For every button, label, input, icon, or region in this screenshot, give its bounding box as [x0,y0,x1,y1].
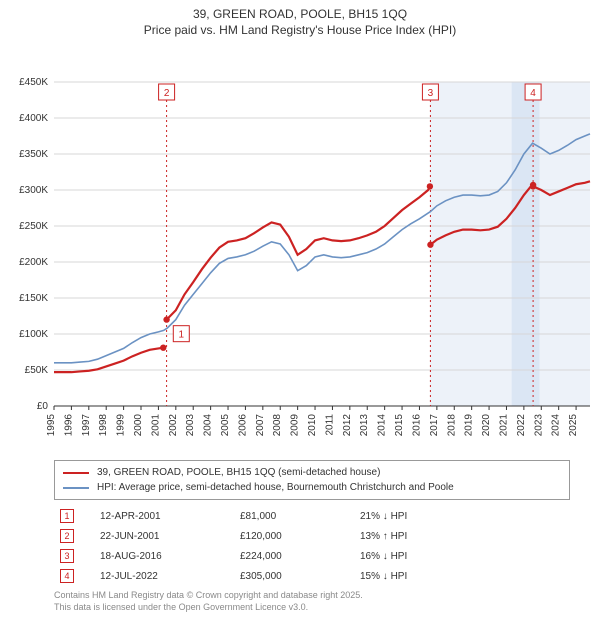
event-date: 12-APR-2001 [94,506,234,526]
svg-text:2018: 2018 [446,414,457,437]
event-pct: 16% ↓ HPI [354,546,570,566]
legend-item-price: 39, GREEN ROAD, POOLE, BH15 1QQ (semi-de… [63,465,561,480]
event-row: 4 12-JUL-2022£305,00015% ↓ HPI [54,566,570,586]
event-marker: 1 [60,509,74,523]
event-price: £81,000 [234,506,354,526]
svg-text:2016: 2016 [411,414,422,437]
svg-text:2013: 2013 [359,414,370,437]
svg-text:2023: 2023 [533,414,544,437]
event-price: £305,000 [234,566,354,586]
svg-text:£50K: £50K [25,365,49,376]
event-date: 22-JUN-2001 [94,526,234,546]
legend-label-price: 39, GREEN ROAD, POOLE, BH15 1QQ (semi-de… [97,465,380,480]
svg-text:£200K: £200K [19,257,48,268]
event-price: £120,000 [234,526,354,546]
svg-text:3: 3 [428,88,434,99]
legend-item-hpi: HPI: Average price, semi-detached house,… [63,480,561,495]
event-date: 18-AUG-2016 [94,546,234,566]
svg-text:2019: 2019 [464,414,475,437]
price-chart-svg: £0 £50K £100K £150K £200K £250K £300K £350K £400… [0,38,600,456]
svg-text:2011: 2011 [324,414,335,436]
svg-text:2025: 2025 [568,414,579,437]
svg-text:2001: 2001 [150,414,161,437]
svg-text:2002: 2002 [168,414,179,437]
event-pct: 21% ↓ HPI [354,506,570,526]
chart-title: 39, GREEN ROAD, POOLE, BH15 1QQ Price pa… [0,0,600,38]
legend-swatch-hpi [63,487,89,489]
svg-text:2: 2 [164,88,170,99]
svg-text:2024: 2024 [551,414,562,437]
svg-text:4: 4 [530,88,536,99]
svg-text:£300K: £300K [19,185,48,196]
event-price: £224,000 [234,546,354,566]
event-pct: 13% ↑ HPI [354,526,570,546]
svg-text:2008: 2008 [272,414,283,437]
svg-text:2003: 2003 [185,414,196,437]
svg-text:2004: 2004 [203,414,214,437]
svg-text:1: 1 [179,330,185,341]
event-row: 3 18-AUG-2016£224,00016% ↓ HPI [54,546,570,566]
svg-text:2022: 2022 [516,414,527,437]
title-subtitle: Price paid vs. HM Land Registry's House … [0,22,600,38]
event-row: 2 22-JUN-2001£120,00013% ↑ HPI [54,526,570,546]
legend: 39, GREEN ROAD, POOLE, BH15 1QQ (semi-de… [54,460,570,500]
svg-text:1999: 1999 [116,414,127,437]
svg-text:2015: 2015 [394,414,405,437]
attribution-line1: Contains HM Land Registry data © Crown c… [54,590,570,602]
svg-text:2021: 2021 [498,414,509,437]
chart-area: £0 £50K £100K £150K £200K £250K £300K £350K £400… [0,38,600,456]
svg-text:£400K: £400K [19,113,48,124]
svg-text:£250K: £250K [19,221,48,232]
attribution: Contains HM Land Registry data © Crown c… [54,590,570,613]
events-table: 1 12-APR-2001£81,00021% ↓ HPI 2 22-JUN-2001… [54,506,570,586]
svg-text:£350K: £350K [19,149,48,160]
attribution-line2: This data is licensed under the Open Gov… [54,602,570,614]
svg-text:2006: 2006 [237,414,248,437]
event-marker: 2 [60,529,74,543]
event-marker: 3 [60,549,74,563]
svg-text:1998: 1998 [98,414,109,437]
legend-label-hpi: HPI: Average price, semi-detached house,… [97,480,454,495]
svg-text:1995: 1995 [46,414,57,437]
svg-text:1997: 1997 [81,414,92,437]
event-pct: 15% ↓ HPI [354,566,570,586]
svg-text:2007: 2007 [255,414,266,437]
svg-text:£450K: £450K [19,77,48,88]
event-marker: 4 [60,569,74,583]
title-address: 39, GREEN ROAD, POOLE, BH15 1QQ [0,6,600,22]
event-date: 12-JUL-2022 [94,566,234,586]
svg-text:2014: 2014 [377,414,388,437]
svg-text:2012: 2012 [342,414,353,437]
svg-text:2005: 2005 [220,414,231,437]
event-row: 1 12-APR-2001£81,00021% ↓ HPI [54,506,570,526]
svg-text:£150K: £150K [19,293,48,304]
svg-text:2020: 2020 [481,414,492,437]
legend-swatch-price [63,472,89,474]
svg-text:2000: 2000 [133,414,144,437]
svg-text:2017: 2017 [429,414,440,437]
svg-text:£0: £0 [37,401,49,412]
svg-text:2009: 2009 [290,414,301,437]
svg-text:1996: 1996 [63,414,74,437]
svg-text:2010: 2010 [307,414,318,437]
svg-text:£100K: £100K [19,329,48,340]
